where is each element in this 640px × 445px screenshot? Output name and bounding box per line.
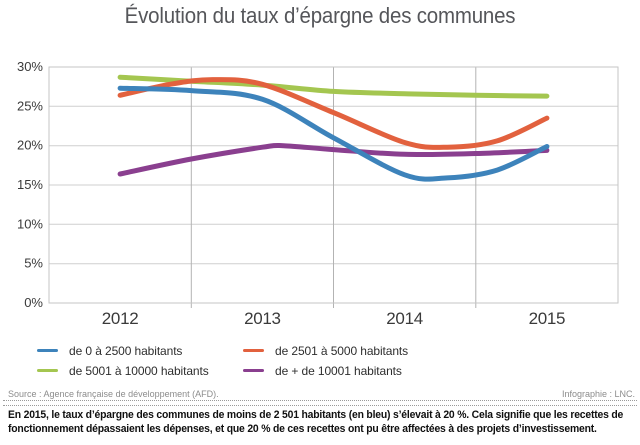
legend-label: de 5001 à 10000 habitants xyxy=(69,363,209,378)
x-tick-label: 2013 xyxy=(244,309,281,328)
legend-swatch xyxy=(243,369,264,372)
y-tick-label: 0% xyxy=(24,295,43,310)
x-tick-label: 2014 xyxy=(386,309,423,328)
x-tick-label: 2012 xyxy=(102,309,139,328)
chart-legend: de 0 à 2500 habitants de 2501 à 5000 habi… xyxy=(37,343,409,378)
legend-item-1: de 2501 à 5000 habitants xyxy=(243,343,409,358)
legend-swatch xyxy=(37,369,58,372)
legend-label: de 0 à 2500 habitants xyxy=(69,343,183,358)
legend-swatch xyxy=(37,349,58,352)
legend-label: de 2501 à 5000 habitants xyxy=(275,343,409,358)
source-text: Source : Agence française de développeme… xyxy=(8,389,219,399)
legend-item-2: de 5001 à 10000 habitants xyxy=(37,363,243,378)
chart-title: Évolution du taux d’épargne des communes xyxy=(124,3,516,28)
legend-item-3: de + de 10001 habitants xyxy=(243,363,408,378)
y-tick-label: 15% xyxy=(17,177,43,192)
y-tick-label: 30% xyxy=(17,59,43,74)
plot-border xyxy=(48,66,619,304)
y-tick-label: 20% xyxy=(17,138,43,153)
credit-text: Infographie : LNC. xyxy=(561,389,635,399)
series-line-0 xyxy=(117,85,550,182)
series-line-3 xyxy=(117,142,550,177)
source-row: Source : Agence française de développeme… xyxy=(8,389,635,399)
legend-item-0: de 0 à 2500 habitants xyxy=(37,343,243,358)
legend-label: de + de 10001 habitants xyxy=(275,363,402,378)
series-line-1 xyxy=(117,77,550,150)
x-tick-label: 2015 xyxy=(529,309,566,328)
chart-svg: 0% 5% 10% 15% 20% 25% 30% 2012 2013 2014 2015 xyxy=(17,59,619,328)
y-tick-label: 5% xyxy=(24,256,43,271)
y-tick-label: 10% xyxy=(17,216,43,231)
footer-note: En 2015, le taux d’épargne des communes … xyxy=(8,409,624,435)
legend-swatch xyxy=(243,349,264,352)
dotted-separator xyxy=(3,400,637,406)
y-tick-label: 25% xyxy=(17,98,43,113)
